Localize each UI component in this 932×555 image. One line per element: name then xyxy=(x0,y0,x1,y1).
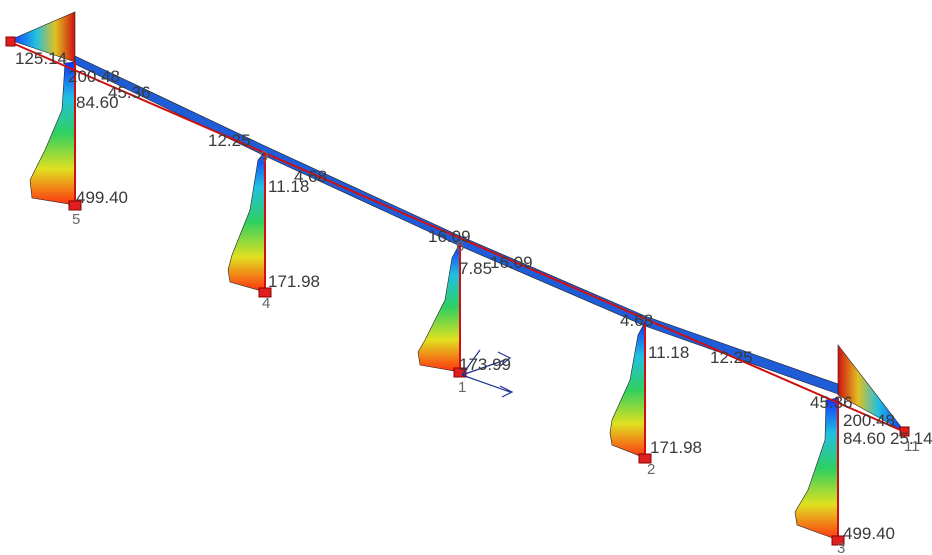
column-moment xyxy=(417,242,461,373)
moment-label: 171.98 xyxy=(268,272,320,291)
axis-icon xyxy=(461,349,514,398)
beam xyxy=(9,41,906,433)
column-moment xyxy=(609,321,646,459)
moment-label: 200.48 xyxy=(68,67,120,86)
node-label: 2 xyxy=(647,461,655,478)
support xyxy=(5,36,16,47)
frame xyxy=(9,41,906,540)
support xyxy=(831,535,845,546)
moment-label: 173.99 xyxy=(459,355,511,374)
moment-label: 499.40 xyxy=(843,524,895,543)
moment-label: 125.14 xyxy=(15,49,67,68)
node-label: 5 xyxy=(72,211,80,228)
end-moment-right xyxy=(837,344,906,433)
moment-label: 16.09 xyxy=(428,227,471,246)
moment-label: 12.25 xyxy=(710,348,753,367)
moment-label: 499.40 xyxy=(76,188,128,207)
moment-label: 200.48 xyxy=(843,411,895,430)
moment-label: 25.14 xyxy=(890,429,932,448)
support xyxy=(258,287,272,298)
moment-label: 84.60 xyxy=(76,93,119,112)
moment-label: 16.09 xyxy=(490,253,533,272)
moment-label: 45.36 xyxy=(108,83,151,102)
supports xyxy=(5,36,910,546)
node-label: 6 xyxy=(456,238,464,255)
support xyxy=(638,453,652,464)
support xyxy=(453,367,467,378)
node-label: 1 xyxy=(458,379,466,396)
support xyxy=(68,200,82,211)
moment-label: 11.18 xyxy=(268,177,309,196)
moment-label: 11.18 xyxy=(648,343,689,362)
support xyxy=(899,426,910,437)
moment-label: 45.36 xyxy=(810,393,853,412)
node-label: 11 xyxy=(904,438,920,455)
moment-label: 4.68 xyxy=(620,311,653,330)
column-moment xyxy=(29,61,76,206)
moment-label: 7.85 xyxy=(459,259,492,278)
node-labels: 5 9 4 6 1 2 11 3 xyxy=(72,148,920,555)
moment-label: 12.25 xyxy=(208,131,251,150)
node-label: 4 xyxy=(262,295,270,312)
moment-label: 171.98 xyxy=(650,438,702,457)
end-moment-left xyxy=(9,11,76,63)
moment-labels: 125.14 200.48 45.36 84.60 499.40 12.25 1… xyxy=(15,49,932,543)
column-moment xyxy=(794,397,839,541)
column-moment xyxy=(227,151,266,293)
node-label: 9 xyxy=(260,148,268,165)
axis-arrows xyxy=(461,349,514,398)
moment-label: 84.60 xyxy=(843,429,886,448)
node-label: 3 xyxy=(837,540,845,555)
moment-label: 4.68 xyxy=(294,167,327,186)
